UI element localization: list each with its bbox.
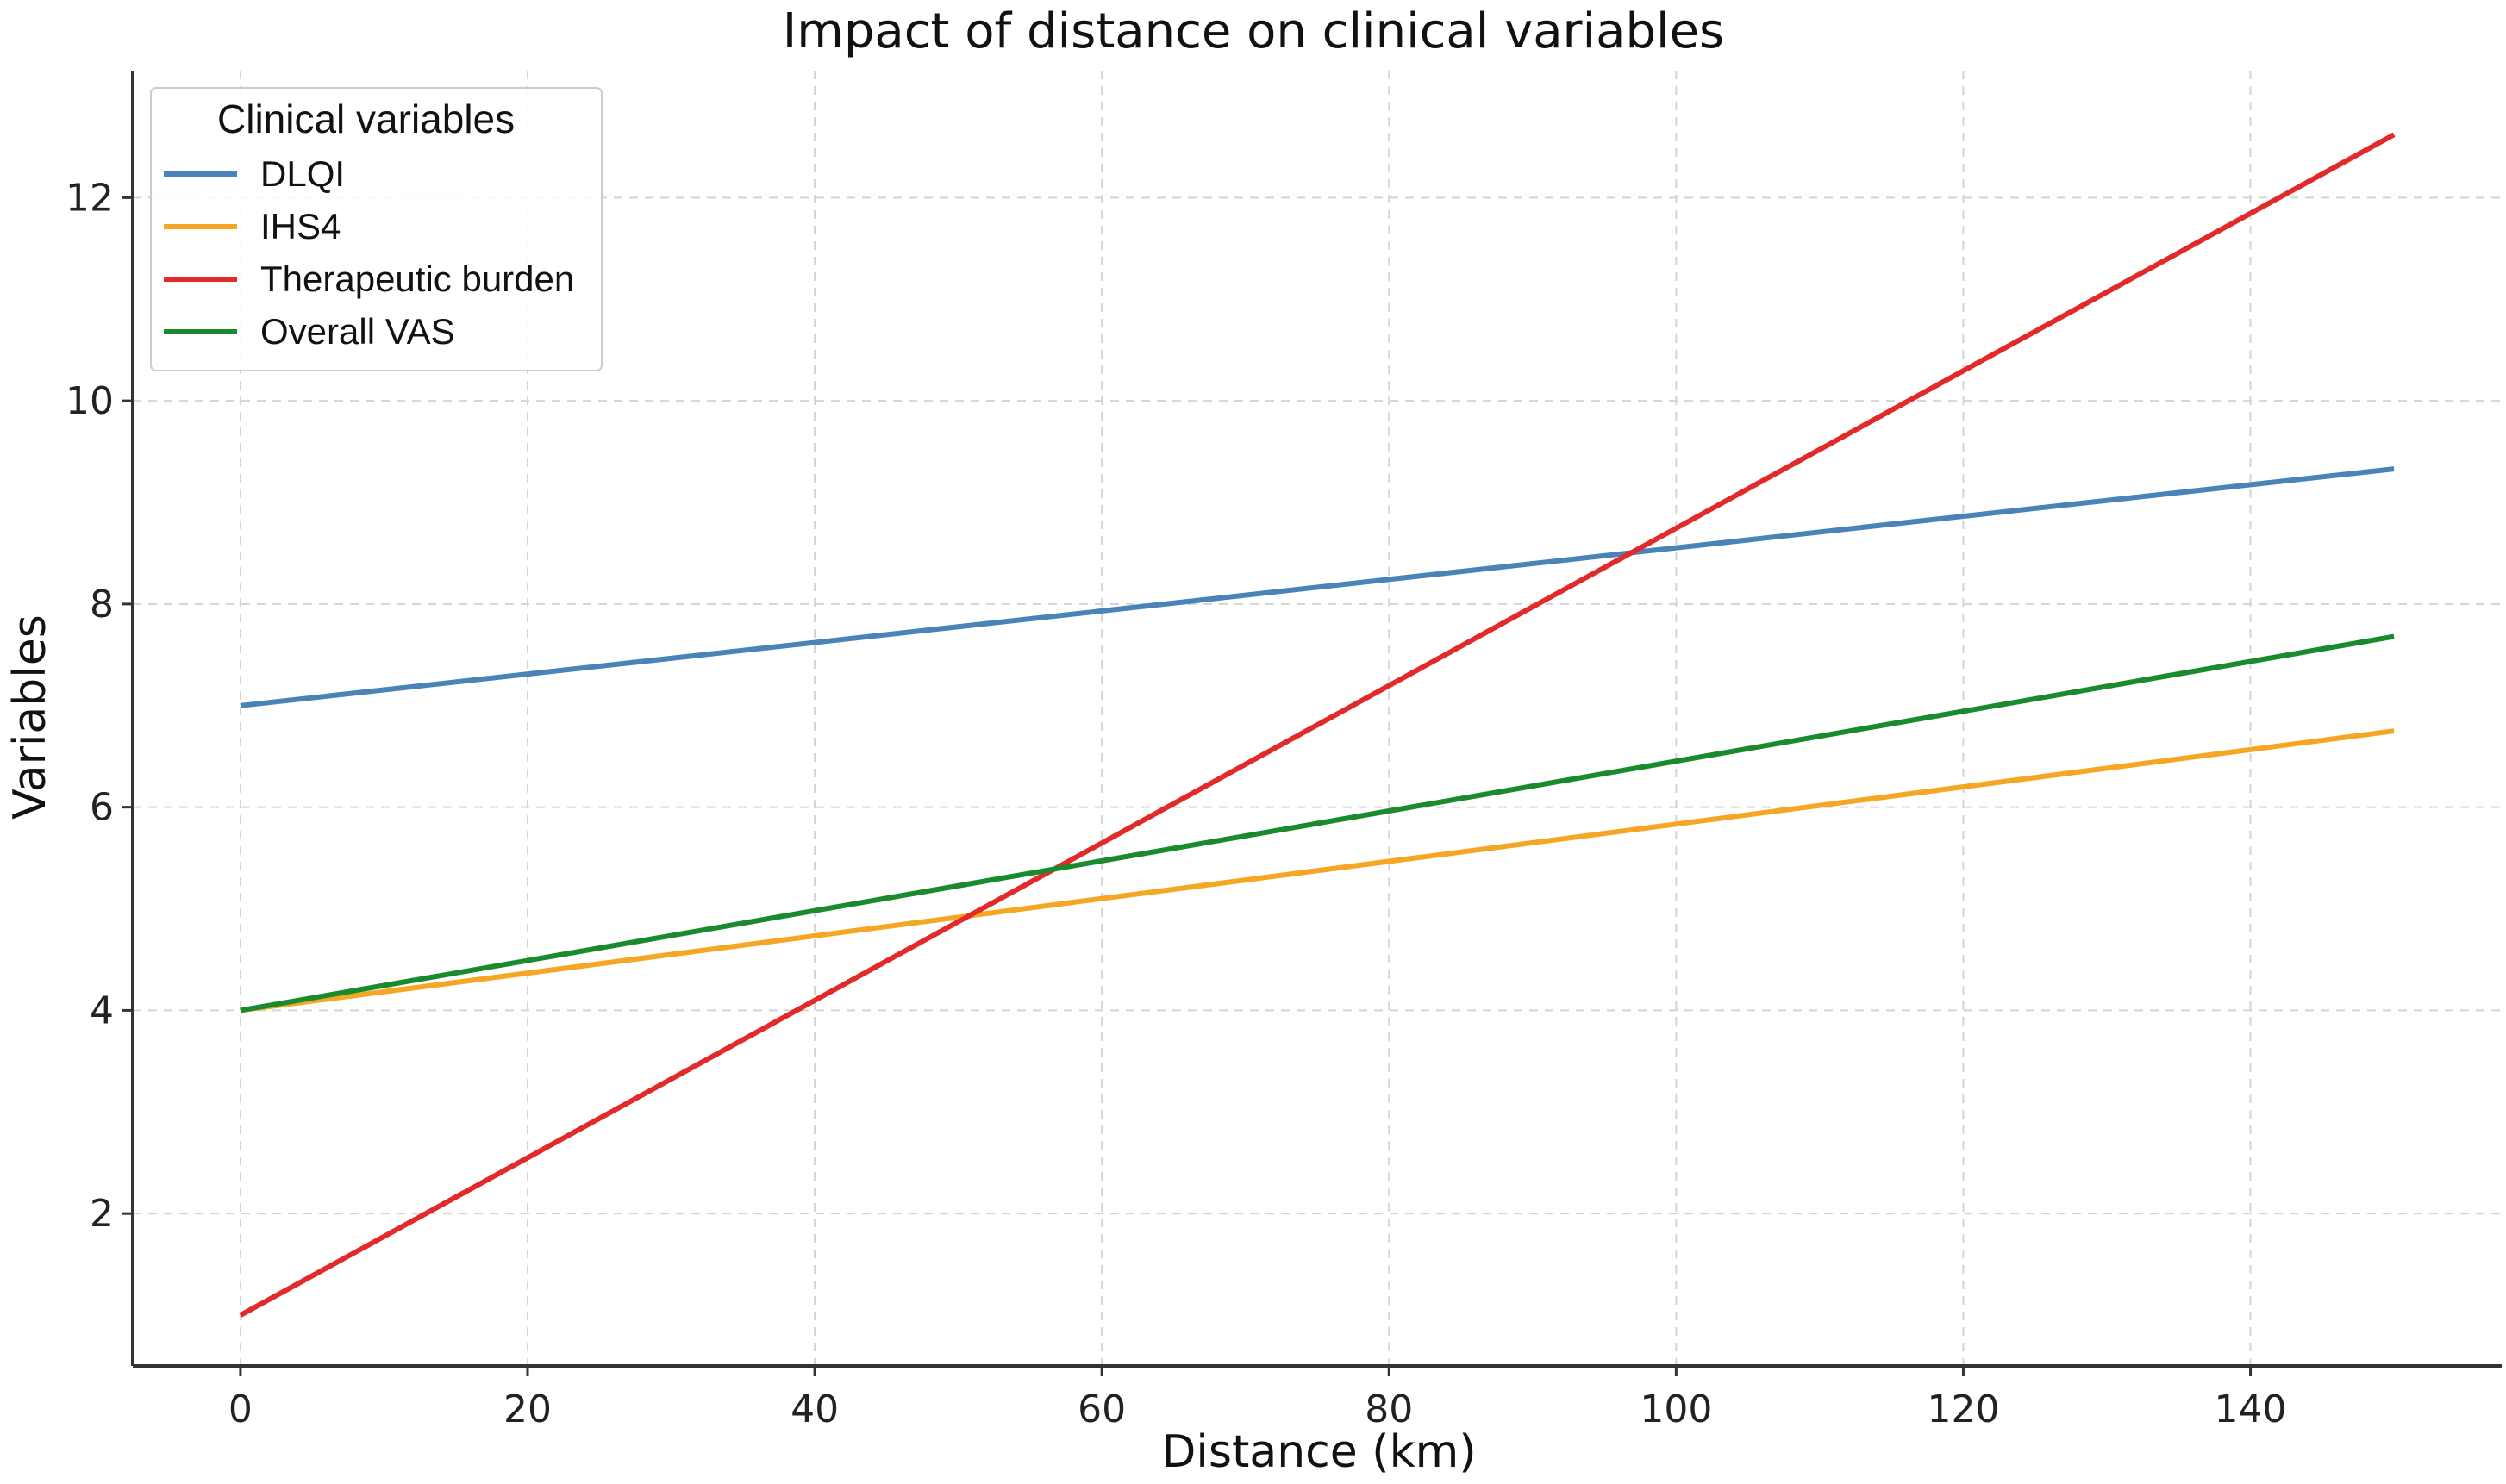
x-tick-label: 20	[503, 1387, 552, 1431]
y-axis-label: Variables	[4, 614, 56, 820]
legend-title: Clinical variables	[217, 97, 515, 141]
series-lines	[239, 132, 2396, 1318]
y-tick-label: 10	[66, 379, 114, 423]
x-tick-label: 100	[1640, 1387, 1712, 1431]
legend-label-dlqi: DLQI	[260, 153, 345, 194]
y-tick-label: 2	[90, 1192, 114, 1236]
y-tick-label: 12	[66, 176, 114, 220]
x-tick-label: 40	[791, 1387, 839, 1431]
x-tick-label: 140	[2215, 1387, 2287, 1431]
y-tick-label: 4	[90, 988, 114, 1032]
x-tick-label: 0	[228, 1387, 253, 1431]
series-line-ihs4	[240, 728, 2395, 1013]
x-tick-label: 120	[1927, 1387, 1999, 1431]
x-tick-label: 60	[1078, 1387, 1126, 1431]
legend-label-therapeutic-burden: Therapeutic burden	[260, 259, 574, 299]
y-tick-label: 8	[90, 583, 114, 627]
series-line-overall-vas	[240, 633, 2395, 1013]
legend-box	[150, 87, 603, 371]
ticks: 0 20 40 60 80 100 120 140 2 4 6 8 10 12	[66, 176, 2287, 1431]
legend: Clinical variables DLQI IHS4 Therapeutic b…	[150, 87, 603, 371]
y-tick-label: 6	[90, 786, 114, 830]
legend-label-overall-vas: Overall VAS	[260, 311, 455, 352]
series-line-dlqi	[240, 466, 2395, 708]
x-tick-label: 80	[1365, 1387, 1413, 1431]
legend-label-ihs4: IHS4	[260, 206, 341, 246]
chart-title: Impact of distance on clinical variables	[783, 3, 1724, 59]
x-axis-label: Distance (km)	[1161, 1426, 1476, 1478]
series-line-therapeutic-burden	[239, 132, 2396, 1318]
legend-items: DLQI IHS4 Therapeutic burden Overall VAS	[164, 153, 574, 352]
